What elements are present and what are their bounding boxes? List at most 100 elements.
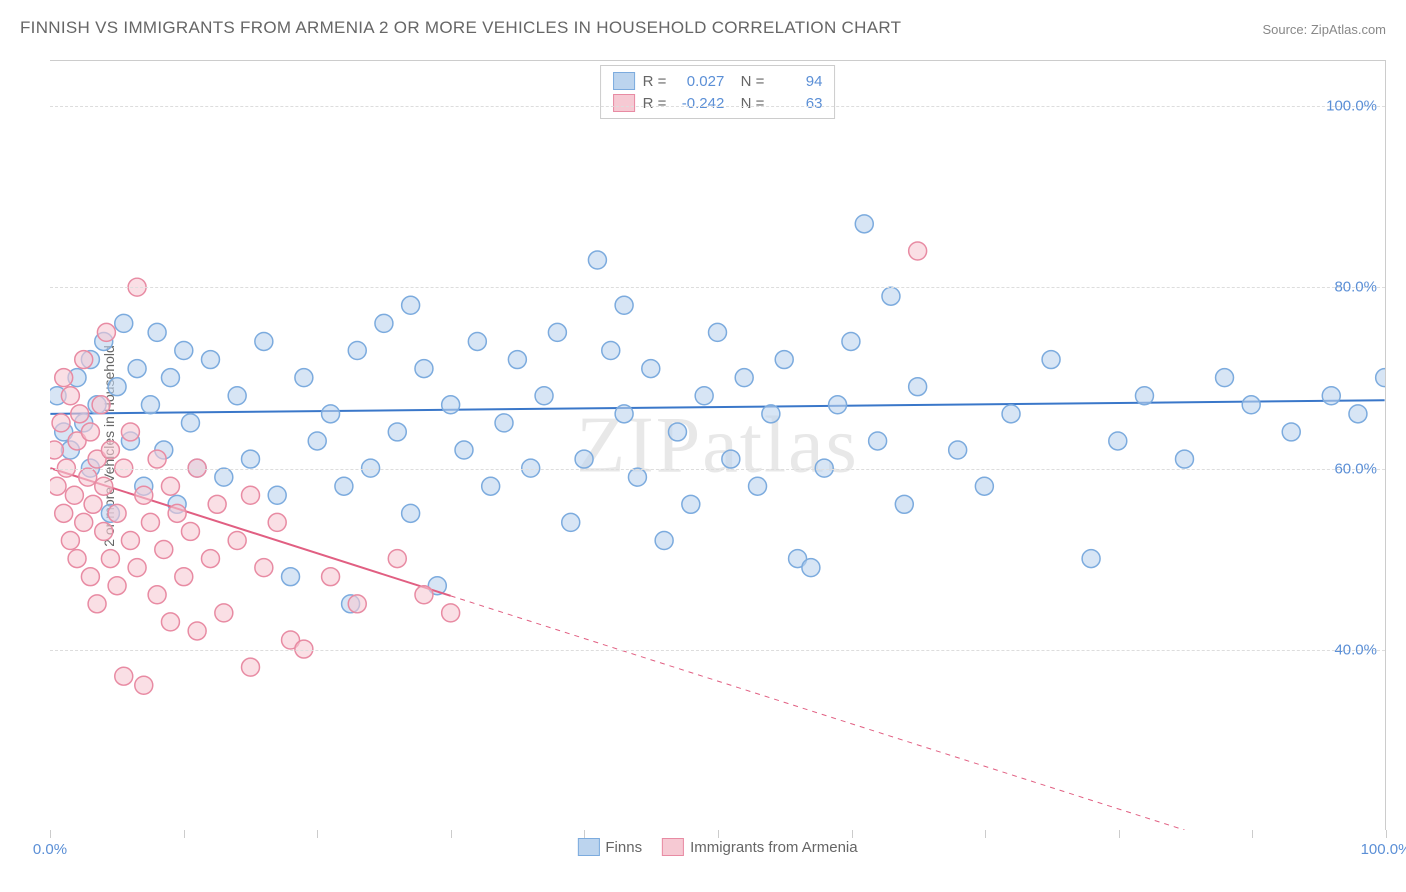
data-point xyxy=(61,532,79,550)
bottom-legend: Finns Immigrants from Armenia xyxy=(577,838,857,856)
data-point xyxy=(415,360,433,378)
data-point xyxy=(175,342,193,360)
data-point xyxy=(468,332,486,350)
data-point xyxy=(695,387,713,405)
data-point xyxy=(135,486,153,504)
data-point xyxy=(882,287,900,305)
y-tick-label: 40.0% xyxy=(1334,641,1377,658)
data-point xyxy=(65,486,83,504)
stat-n-label: N = xyxy=(732,73,764,90)
data-point xyxy=(128,559,146,577)
data-point xyxy=(115,667,133,685)
data-point xyxy=(101,441,119,459)
data-point xyxy=(81,568,99,586)
data-point xyxy=(682,495,700,513)
data-point xyxy=(668,423,686,441)
data-point xyxy=(869,432,887,450)
data-point xyxy=(55,369,73,387)
data-point xyxy=(709,323,727,341)
data-point xyxy=(1109,432,1127,450)
x-tick xyxy=(985,830,986,838)
series-swatch xyxy=(613,72,635,90)
data-point xyxy=(455,441,473,459)
gridline-h xyxy=(50,650,1385,651)
data-point xyxy=(1082,550,1100,568)
data-point xyxy=(215,468,233,486)
data-point xyxy=(322,405,340,423)
data-point xyxy=(402,296,420,314)
data-point xyxy=(161,369,179,387)
data-point xyxy=(388,423,406,441)
legend-label: Finns xyxy=(605,839,642,856)
regression-line-dashed xyxy=(451,596,1185,830)
data-point xyxy=(108,504,126,522)
data-point xyxy=(208,495,226,513)
data-point xyxy=(268,513,286,531)
data-point xyxy=(482,477,500,495)
data-point xyxy=(335,477,353,495)
legend-swatch xyxy=(577,838,599,856)
data-point xyxy=(1042,351,1060,369)
data-point xyxy=(71,405,89,423)
stat-r-value: 0.027 xyxy=(674,73,724,90)
data-point xyxy=(508,351,526,369)
data-point xyxy=(50,441,63,459)
chart-title: FINNISH VS IMMIGRANTS FROM ARMENIA 2 OR … xyxy=(20,18,901,38)
scatter-svg xyxy=(50,61,1385,830)
data-point xyxy=(282,568,300,586)
data-point xyxy=(255,559,273,577)
data-point xyxy=(442,396,460,414)
data-point xyxy=(575,450,593,468)
data-point xyxy=(762,405,780,423)
data-point xyxy=(68,550,86,568)
legend-label: Immigrants from Armenia xyxy=(690,839,858,856)
data-point xyxy=(1002,405,1020,423)
data-point xyxy=(75,513,93,531)
data-point xyxy=(242,450,260,468)
data-point xyxy=(161,477,179,495)
data-point xyxy=(228,532,246,550)
data-point xyxy=(121,532,139,550)
data-point xyxy=(495,414,513,432)
data-point xyxy=(348,595,366,613)
legend-item: Finns xyxy=(577,838,642,856)
data-point xyxy=(855,215,873,233)
regression-line xyxy=(50,400,1384,414)
data-point xyxy=(655,532,673,550)
data-point xyxy=(842,332,860,350)
x-tick-label: 0.0% xyxy=(33,841,67,858)
data-point xyxy=(50,477,66,495)
x-tick xyxy=(50,830,51,838)
data-point xyxy=(242,486,260,504)
data-point xyxy=(242,658,260,676)
data-point xyxy=(148,586,166,604)
y-tick-label: 100.0% xyxy=(1326,98,1377,115)
x-tick xyxy=(1252,830,1253,838)
stats-row: R =-0.242 N =63 xyxy=(613,92,823,114)
stat-r-label: R = xyxy=(643,73,667,90)
y-tick-label: 80.0% xyxy=(1334,279,1377,296)
data-point xyxy=(115,314,133,332)
data-point xyxy=(642,360,660,378)
x-tick xyxy=(584,830,585,838)
data-point xyxy=(141,396,159,414)
data-point xyxy=(108,577,126,595)
data-point xyxy=(615,405,633,423)
data-point xyxy=(81,423,99,441)
data-point xyxy=(895,495,913,513)
data-point xyxy=(375,314,393,332)
data-point xyxy=(92,396,110,414)
data-point xyxy=(255,332,273,350)
data-point xyxy=(84,495,102,513)
data-point xyxy=(55,504,73,522)
data-point xyxy=(322,568,340,586)
data-point xyxy=(95,477,113,495)
data-point xyxy=(1135,387,1153,405)
data-point xyxy=(121,423,139,441)
data-point xyxy=(268,486,286,504)
data-point xyxy=(148,323,166,341)
data-point xyxy=(108,378,126,396)
data-point xyxy=(95,522,113,540)
data-point xyxy=(949,441,967,459)
data-point xyxy=(148,450,166,468)
